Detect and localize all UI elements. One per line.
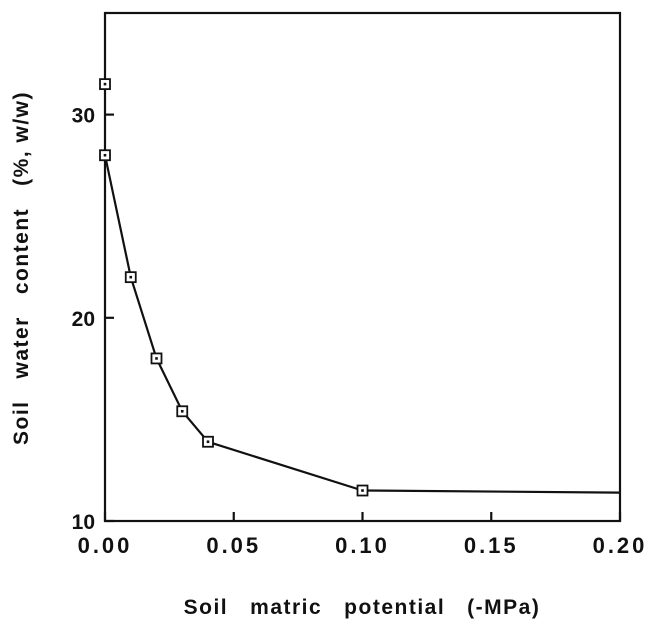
x-axis-label: Soil matric potential (-MPa)	[184, 596, 541, 619]
data-point	[124, 271, 137, 284]
y-tick-label: 10	[72, 511, 95, 534]
data-point	[202, 435, 214, 448]
x-tick-label: 0.10	[335, 533, 390, 558]
data-point	[99, 149, 111, 162]
y-axis-label: Soil water content (%, w/w)	[10, 91, 33, 445]
y-tick-label: 30	[72, 105, 95, 128]
x-tick-label: 0.20	[593, 533, 648, 558]
series-markers	[99, 78, 369, 497]
data-point	[356, 484, 369, 497]
x-tick-label: 0.05	[206, 533, 261, 558]
data-point	[99, 78, 111, 91]
data-point	[150, 352, 163, 365]
x-tick-label: 0.00	[78, 533, 133, 558]
y-axis: 10 20 30	[72, 105, 114, 534]
y-tick-label: 20	[72, 308, 95, 331]
x-axis: 0.00 0.05 0.10 0.15 0.20	[78, 512, 648, 558]
series-line	[103, 154, 621, 494]
plot-frame	[103, 11, 622, 523]
x-tick-label: 0.15	[464, 533, 519, 558]
data-point	[176, 405, 189, 418]
